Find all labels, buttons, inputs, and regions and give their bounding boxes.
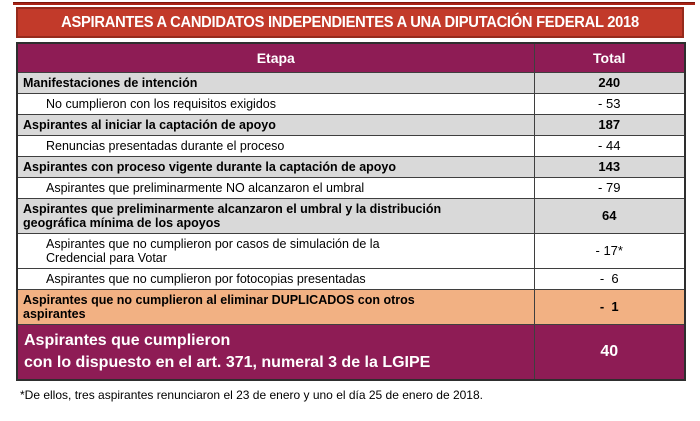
total-cell: 40 xyxy=(533,323,686,381)
total-cell: - 53 xyxy=(533,92,686,115)
etapa-cell: Aspirantes que no cumplieron al eliminar… xyxy=(16,288,535,325)
total-cell: - 1 xyxy=(533,288,686,325)
total-cell: 240 xyxy=(533,71,686,94)
etapa-cell: No cumplieron con los requisitos exigido… xyxy=(16,92,535,115)
total-cell: 187 xyxy=(533,113,686,136)
table-row: Aspirantes que cumplieron con lo dispues… xyxy=(16,323,686,381)
table-row: Aspirantes que no cumplieron por fotocop… xyxy=(16,267,686,290)
etapa-cell: Aspirantes que cumplieron con lo dispues… xyxy=(16,323,535,381)
top-accent-line xyxy=(13,2,695,5)
total-cell: - 17* xyxy=(533,232,686,269)
etapa-cell: Aspirantes que preliminarmente NO alcanz… xyxy=(16,176,535,199)
etapa-cell: Renuncias presentadas durante el proceso xyxy=(16,134,535,157)
table-body: Manifestaciones de intención 240 No cump… xyxy=(16,71,686,381)
table-row: Renuncias presentadas durante el proceso… xyxy=(16,134,686,157)
column-header-etapa: Etapa xyxy=(16,42,535,73)
total-cell: - 79 xyxy=(533,176,686,199)
footnote: *De ellos, tres aspirantes renunciaron e… xyxy=(20,388,483,402)
table-header-row: Etapa Total xyxy=(16,42,686,73)
page-title: ASPIRANTES A CANDIDATOS INDEPENDIENTES A… xyxy=(61,13,639,31)
etapa-cell: Aspirantes que no cumplieron por fotocop… xyxy=(16,267,535,290)
etapa-cell: Aspirantes que preliminarmente alcanzaro… xyxy=(16,197,535,234)
etapa-cell: Aspirantes con proceso vigente durante l… xyxy=(16,155,535,178)
aspirantes-table: Etapa Total Manifestaciones de intención… xyxy=(16,42,686,381)
table-row: Aspirantes que preliminarmente alcanzaro… xyxy=(16,197,686,234)
etapa-cell: Aspirantes que no cumplieron por casos d… xyxy=(16,232,535,269)
table-row: Aspirantes con proceso vigente durante l… xyxy=(16,155,686,178)
total-cell: - 6 xyxy=(533,267,686,290)
total-cell: 64 xyxy=(533,197,686,234)
etapa-cell: Aspirantes al iniciar la captación de ap… xyxy=(16,113,535,136)
table-row: Aspirantes al iniciar la captación de ap… xyxy=(16,113,686,136)
column-header-total: Total xyxy=(533,42,686,73)
table-row: Aspirantes que preliminarmente NO alcanz… xyxy=(16,176,686,199)
title-banner: ASPIRANTES A CANDIDATOS INDEPENDIENTES A… xyxy=(16,7,684,38)
table-row: Manifestaciones de intención 240 xyxy=(16,71,686,94)
etapa-cell: Manifestaciones de intención xyxy=(16,71,535,94)
total-cell: 143 xyxy=(533,155,686,178)
total-cell: - 44 xyxy=(533,134,686,157)
table-row: No cumplieron con los requisitos exigido… xyxy=(16,92,686,115)
table-row: Aspirantes que no cumplieron al eliminar… xyxy=(16,288,686,325)
table-row: Aspirantes que no cumplieron por casos d… xyxy=(16,232,686,269)
